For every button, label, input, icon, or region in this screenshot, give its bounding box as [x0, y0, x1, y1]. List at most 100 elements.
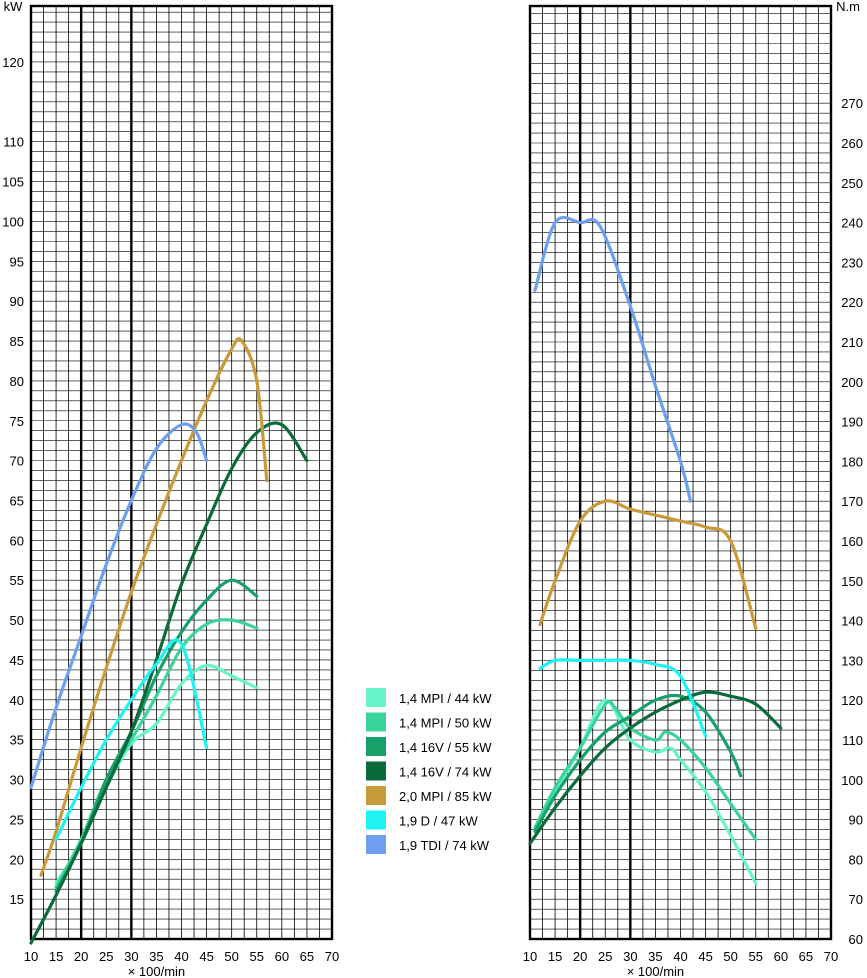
legend-label: 1,4 MPI / 44 kW: [399, 691, 492, 706]
y-tick-label: 35: [10, 733, 24, 748]
y-tick-label: 95: [10, 254, 24, 269]
power-series-line-6: [29, 422, 209, 790]
legend: 1,4 MPI / 44 kW 1,4 MPI / 50 kW 1,4 16V / …: [366, 688, 492, 854]
y-tick-label: 20: [10, 852, 24, 867]
y-tick-label: 220: [841, 295, 863, 310]
power-chart-panel: 1520253035404550556065707580859095100105…: [2, 0, 339, 978]
x-tick-label: 55: [749, 949, 763, 964]
x-tick-label: 35: [149, 949, 163, 964]
y-tick-label: 25: [10, 812, 24, 827]
x-tick-label: 45: [698, 949, 712, 964]
y-tick-label: 170: [841, 494, 863, 509]
y-tick-label: 70: [849, 892, 863, 907]
y-tick-label: 90: [10, 294, 24, 309]
legend-label: 1,9 TDI / 74 kW: [399, 838, 490, 853]
x-tick-label: 65: [300, 949, 314, 964]
x-tick-label: 60: [275, 949, 289, 964]
y-tick-label: 90: [849, 813, 863, 828]
y-axis-unit-label: N.m: [836, 0, 860, 14]
legend-label: 1,4 MPI / 50 kW: [399, 716, 492, 731]
torque-series-line-4: [538, 499, 758, 631]
x-tick-label: 20: [74, 949, 88, 964]
y-tick-label: 140: [841, 614, 863, 629]
y-tick-label: 105: [2, 175, 24, 190]
x-tick-label: 15: [49, 949, 63, 964]
x-tick-label: 10: [24, 949, 38, 964]
y-tick-label: 75: [10, 414, 24, 429]
legend-swatch: [366, 786, 386, 805]
torque-series-line-5: [538, 658, 708, 738]
legend-swatch: [366, 810, 386, 830]
x-tick-label: 20: [573, 949, 587, 964]
x-tick-label: 70: [824, 949, 838, 964]
legend-swatch: [366, 761, 386, 781]
y-tick-label: 120: [841, 693, 863, 708]
y-tick-label: 55: [10, 573, 24, 588]
y-tick-label: 130: [841, 653, 863, 668]
y-tick-label: 120: [2, 55, 24, 70]
x-tick-label: 10: [523, 949, 537, 964]
x-tick-label: 40: [673, 949, 687, 964]
y-tick-label: 100: [841, 773, 863, 788]
torque-series-line-6: [533, 215, 693, 503]
power-series-line-3: [29, 421, 309, 945]
y-tick-label: 270: [841, 96, 863, 111]
torque-series-line-1: [533, 699, 758, 842]
y-tick-label: 150: [841, 574, 863, 589]
y-tick-label: 70: [10, 454, 24, 469]
x-tick-label: 65: [799, 949, 813, 964]
legend-label: 1,9 D / 47 kW: [399, 814, 478, 829]
plot-frame: [29, 4, 334, 941]
legend-swatch: [366, 688, 386, 707]
y-tick-label: 15: [10, 892, 24, 907]
x-tick-label: 40: [174, 949, 188, 964]
x-tick-label: 50: [723, 949, 737, 964]
y-axis-unit-label: kW: [4, 0, 24, 14]
x-tick-label: 35: [648, 949, 662, 964]
legend-swatch: [366, 835, 386, 854]
y-tick-label: 250: [841, 176, 863, 191]
x-tick-label: 50: [224, 949, 238, 964]
y-tick-label: 260: [841, 136, 863, 151]
y-tick-label: 240: [841, 216, 863, 231]
x-tick-label: 15: [548, 949, 562, 964]
x-tick-label: 30: [623, 949, 637, 964]
y-tick-label: 100: [2, 214, 24, 229]
legend-label: 2,0 MPI / 85 kW: [399, 789, 492, 804]
x-tick-label: 25: [99, 949, 113, 964]
y-tick-label: 60: [10, 533, 24, 548]
torque-series-line-2: [533, 693, 743, 834]
x-tick-label: 70: [325, 949, 339, 964]
x-tick-label: 60: [774, 949, 788, 964]
x-tick-label: 55: [250, 949, 264, 964]
x-tick-label: 45: [199, 949, 213, 964]
legend-label: 1,4 16V / 74 kW: [399, 765, 492, 780]
y-tick-label: 200: [841, 375, 863, 390]
y-tick-label: 45: [10, 653, 24, 668]
y-tick-label: 50: [10, 613, 24, 628]
legend-label: 1,4 16V / 55 kW: [399, 740, 492, 755]
plot-frame: [528, 4, 833, 941]
y-tick-label: 160: [841, 534, 863, 549]
y-tick-label: 210: [841, 335, 863, 350]
power-series-line-4: [39, 336, 269, 877]
y-tick-label: 230: [841, 255, 863, 270]
y-tick-label: 80: [10, 374, 24, 389]
y-tick-label: 85: [10, 334, 24, 349]
y-tick-label: 180: [841, 454, 863, 469]
torque-chart-panel: 60 70 80 90 100 110 120 130 140 150 160 170 180 190 20…: [523, 0, 863, 978]
y-tick-label: 60: [849, 932, 863, 947]
y-tick-label: 110: [3, 135, 24, 150]
x-tick-label: 25: [598, 949, 612, 964]
x-tick-label: 30: [124, 949, 138, 964]
y-tick-label: 30: [10, 773, 24, 788]
torque-series-line-3: [528, 690, 783, 846]
legend-swatch: [366, 737, 386, 756]
x-axis-label: × 100/min: [627, 964, 684, 978]
y-tick-label: 110: [842, 733, 863, 748]
power-series-line-5: [54, 638, 209, 841]
y-tick-label: 80: [849, 852, 863, 867]
legend-swatch: [366, 712, 386, 732]
x-axis-label: × 100/min: [128, 964, 185, 978]
